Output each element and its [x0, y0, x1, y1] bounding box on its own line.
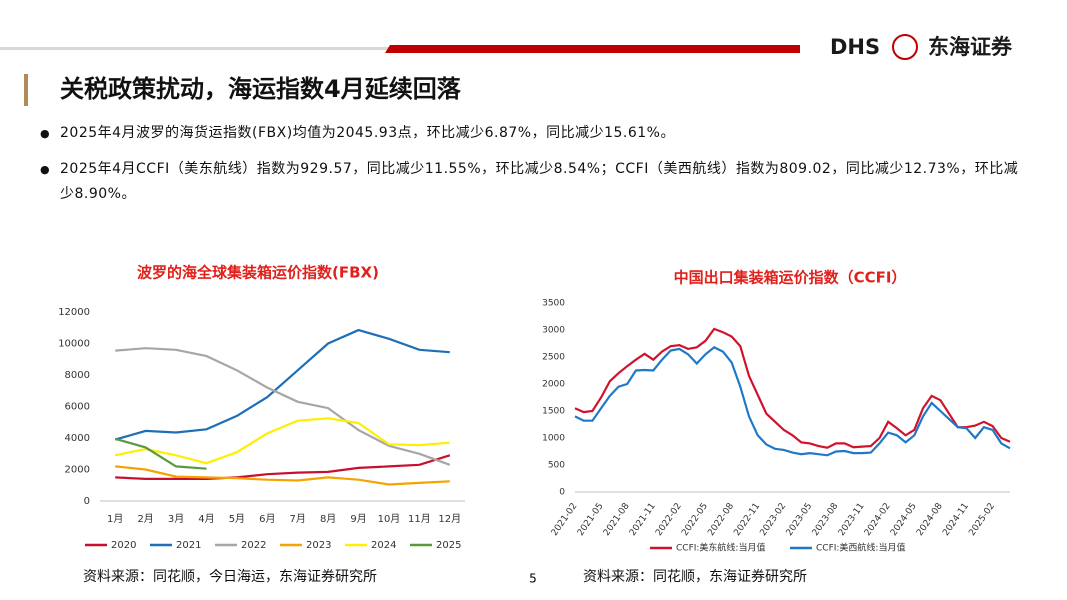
legend-label: CCFI:美东航线:当月值	[676, 542, 765, 554]
x-tick-label: 3月	[168, 513, 184, 525]
series-line	[114, 417, 450, 465]
x-tick-label: 10月	[378, 513, 401, 525]
x-tick-label: 7月	[290, 513, 306, 525]
series-line	[114, 328, 450, 441]
header-stripe	[0, 47, 390, 50]
x-tick-label: 12月	[438, 513, 461, 525]
series-line	[574, 327, 1011, 449]
x-tick-label: 9月	[350, 513, 366, 525]
series-line	[574, 346, 1011, 457]
logo-mark	[892, 34, 918, 60]
page-number: 5	[529, 572, 537, 586]
y-tick-label: 6000	[65, 402, 90, 413]
y-tick-label: 2000	[65, 465, 90, 476]
y-tick-label: 500	[548, 461, 565, 471]
title-bar	[24, 74, 28, 106]
y-tick-label: 12000	[58, 307, 90, 318]
y-tick-label: 8000	[65, 370, 90, 381]
x-tick-label: 5月	[229, 513, 245, 525]
slide-title: 关税政策扰动，海运指数4月延续回落	[60, 75, 462, 103]
legend-label: 2024	[371, 540, 396, 551]
legend-label: 2025	[436, 540, 461, 551]
x-tick-label: 2月	[137, 513, 153, 525]
y-tick-label: 1000	[542, 434, 565, 444]
y-tick-label: 10000	[58, 339, 90, 350]
x-tick-label: 1月	[107, 513, 123, 525]
y-tick-label: 3500	[542, 299, 565, 309]
legend-label: 2020	[111, 540, 136, 551]
legend-label: 2022	[241, 540, 266, 551]
x-tick-label: 8月	[320, 513, 336, 525]
legend-label: 2023	[306, 540, 331, 551]
series-line	[115, 347, 451, 466]
chart-title: 波罗的海全球集装箱运价指数(FBX)	[137, 264, 379, 282]
header-stripe-red	[385, 45, 800, 53]
y-tick-label: 0	[84, 496, 90, 507]
bullet: 2025年4月波罗的海货运指数(FBX)均值为2045.93点，环比减少6.87…	[40, 121, 1020, 146]
x-tick-label: 11月	[408, 513, 431, 525]
company-name: 东海证券	[928, 35, 1013, 59]
series-line	[114, 437, 207, 470]
y-tick-label: 2500	[542, 353, 565, 363]
y-tick-label: 3000	[542, 326, 565, 336]
chart-title: 中国出口集装箱运价指数（CCFI）	[674, 269, 907, 287]
source-note: 资料来源：同花顺，东海证券研究所	[583, 569, 807, 585]
x-tick-label: 2025-02	[967, 501, 997, 538]
y-tick-label: 4000	[65, 433, 90, 444]
legend-label: CCFI:美西航线:当月值	[816, 542, 905, 554]
x-tick-label: 4月	[198, 513, 214, 525]
series-line	[115, 454, 451, 480]
logo: DHS	[830, 35, 880, 59]
y-tick-label: 2000	[542, 380, 565, 390]
legend-label: 2021	[176, 540, 201, 551]
series-line	[115, 465, 450, 486]
y-tick-label: 1500	[542, 407, 565, 417]
bullet: 2025年4月CCFI（美东航线）指数为929.57，同比减少11.55%，环比…	[40, 157, 1020, 207]
y-tick-label: 0	[559, 488, 565, 498]
source-note: 资料来源：同花顺，今日海运，东海证券研究所	[83, 569, 377, 585]
x-tick-label: 6月	[259, 513, 275, 525]
